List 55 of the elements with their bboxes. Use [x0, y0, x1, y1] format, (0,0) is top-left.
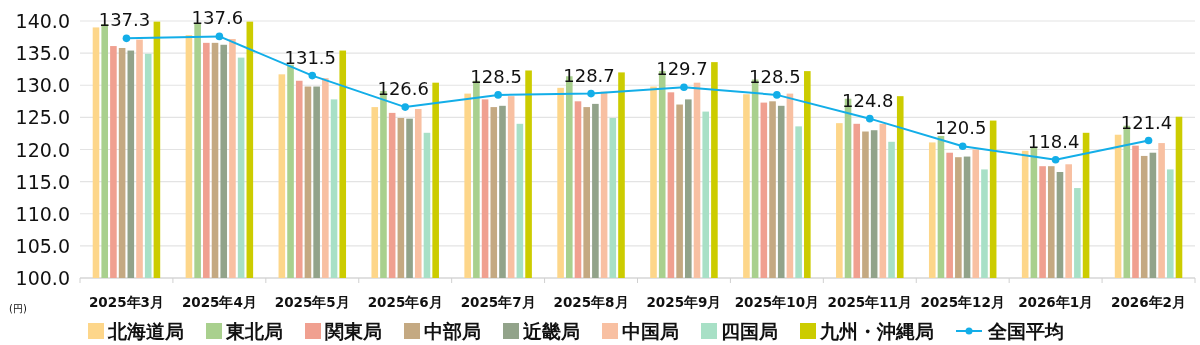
data-label: 128.5: [470, 65, 522, 87]
point: [215, 32, 224, 41]
legend-label: 全国平均: [987, 320, 1064, 342]
y-tick-label: 125.0: [15, 106, 70, 129]
y-tick-label: 120.0: [15, 138, 70, 161]
y-tick-label: 135.0: [15, 42, 70, 65]
point: [401, 103, 410, 111]
point: [587, 89, 595, 98]
point: [494, 91, 502, 99]
y-tick-label: 105.0: [15, 234, 70, 257]
legend-label: 四国局: [721, 320, 778, 342]
data-label: 124.8: [842, 89, 894, 111]
data-label: 126.6: [377, 78, 429, 100]
x-tick-label: 2025年6月: [367, 294, 443, 310]
point: [1051, 155, 1060, 164]
data-label: 131.5: [284, 46, 337, 68]
legend-label: 北海道局: [107, 320, 184, 342]
legend-label: 九州・沖縄局: [819, 320, 934, 342]
legend-label: 関東局: [325, 320, 382, 342]
legend-label: 中部局: [424, 320, 481, 342]
y-tick-label: 115.0: [15, 170, 70, 193]
data-label: 129.7: [656, 58, 708, 80]
x-tick-label: 2026年1月: [1018, 294, 1094, 310]
point: [958, 142, 967, 151]
x-tick-label: 2025年10月: [734, 294, 820, 310]
point: [1144, 136, 1153, 145]
x-tick-label: 2025年12月: [920, 294, 1005, 310]
point: [680, 83, 688, 91]
data-label: 118.4: [1027, 130, 1080, 152]
data-label: 137.3: [98, 9, 151, 31]
x-tick-label: 2025年5月: [274, 294, 350, 310]
point: [122, 34, 131, 43]
x-tick-label: 2025年7月: [460, 294, 536, 310]
y-tick-label: 110.0: [15, 202, 70, 225]
data-label: 128.7: [563, 64, 615, 86]
y-tick-label: 100.0: [15, 267, 70, 289]
data-label: 137.6: [191, 7, 244, 29]
x-tick-label: 2025年11月: [827, 294, 912, 310]
x-tick-label: 2026年2月: [1111, 294, 1187, 310]
x-tick-label: 2025年3月: [88, 294, 164, 310]
y-tick-label: 140.0: [15, 10, 70, 32]
y-tick-label: 130.0: [15, 74, 70, 97]
legend-label: 近畿局: [522, 320, 580, 342]
legend-label: 東北局: [225, 320, 283, 342]
x-tick-label: 2025年8月: [553, 294, 629, 310]
point: [308, 71, 317, 80]
data-label: 120.5: [934, 117, 987, 139]
data-label: 128.5: [749, 65, 801, 87]
x-tick-label: 2025年4月: [181, 294, 257, 310]
point: [773, 91, 781, 99]
data-label: 121.4: [1120, 111, 1173, 133]
x-tick-label: 2025年9月: [646, 294, 722, 310]
point: [865, 114, 874, 123]
legend-label: 中国局: [622, 320, 679, 342]
y-axis-title: (円): [9, 303, 27, 314]
